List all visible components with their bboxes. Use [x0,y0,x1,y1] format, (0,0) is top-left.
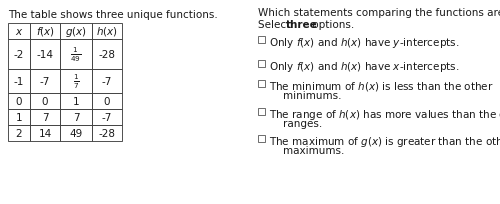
Text: 0: 0 [104,96,110,106]
Bar [8,24,30,40]
Text: $h(x)$: $h(x)$ [96,25,118,38]
Text: The table shows three unique functions.: The table shows three unique functions. [8,10,218,20]
Bar [258,109,265,115]
Bar [258,81,265,88]
Text: options.: options. [309,20,354,30]
Text: 0: 0 [16,96,22,106]
Bar [60,24,92,40]
Bar [92,110,122,125]
Bar [30,125,60,141]
Bar [60,94,92,110]
Text: 2: 2 [16,128,22,138]
Text: 7: 7 [72,112,80,122]
Text: 14: 14 [38,128,52,138]
Text: maximums.: maximums. [283,145,344,155]
Bar [30,94,60,110]
Text: three: three [286,20,318,30]
Text: Select: Select [258,20,294,30]
Bar [30,110,60,125]
Bar [92,94,122,110]
Bar [8,40,30,70]
Text: -28: -28 [98,128,116,138]
Bar [30,24,60,40]
Bar [60,40,92,70]
Text: $\frac{1}{49}$: $\frac{1}{49}$ [70,45,82,64]
Bar [60,110,92,125]
Text: -14: -14 [36,50,54,60]
Text: -2: -2 [14,50,24,60]
Text: -7: -7 [102,112,112,122]
Text: The maximum of $g(x)$ is greater than the other: The maximum of $g(x)$ is greater than th… [269,134,500,148]
Bar [258,61,265,68]
Text: $f(x)$: $f(x)$ [36,25,54,38]
Text: The minimum of $h(x)$ is less than the other: The minimum of $h(x)$ is less than the o… [269,80,494,93]
Bar [30,40,60,70]
Text: 49: 49 [70,128,82,138]
Bar [8,110,30,125]
Bar [30,70,60,94]
Text: $x$: $x$ [15,27,23,37]
Text: -1: -1 [14,77,24,86]
Text: ranges.: ranges. [283,118,322,128]
Bar [92,70,122,94]
Text: 1: 1 [16,112,22,122]
Text: The range of $h(x)$ has more values than the other: The range of $h(x)$ has more values than… [269,108,500,121]
Bar [258,37,265,44]
Bar [258,135,265,142]
Text: minimums.: minimums. [283,91,342,101]
Bar [8,70,30,94]
Text: Only $f(x)$ and $h(x)$ have $x$-intercepts.: Only $f(x)$ and $h(x)$ have $x$-intercep… [269,60,460,74]
Text: -28: -28 [98,50,116,60]
Text: 7: 7 [42,112,48,122]
Text: $\frac{1}{7}$: $\frac{1}{7}$ [72,72,80,91]
Text: $g(x)$: $g(x)$ [65,25,87,39]
Text: 0: 0 [42,96,48,106]
Bar [8,125,30,141]
Text: -7: -7 [102,77,112,86]
Text: -7: -7 [40,77,50,86]
Bar [8,94,30,110]
Bar [60,70,92,94]
Bar [92,24,122,40]
Bar [60,125,92,141]
Text: Only $f(x)$ and $h(x)$ have $y$-intercepts.: Only $f(x)$ and $h(x)$ have $y$-intercep… [269,36,460,50]
Bar [92,125,122,141]
Text: 1: 1 [72,96,80,106]
Bar [92,40,122,70]
Text: Which statements comparing the functions are true?: Which statements comparing the functions… [258,8,500,18]
